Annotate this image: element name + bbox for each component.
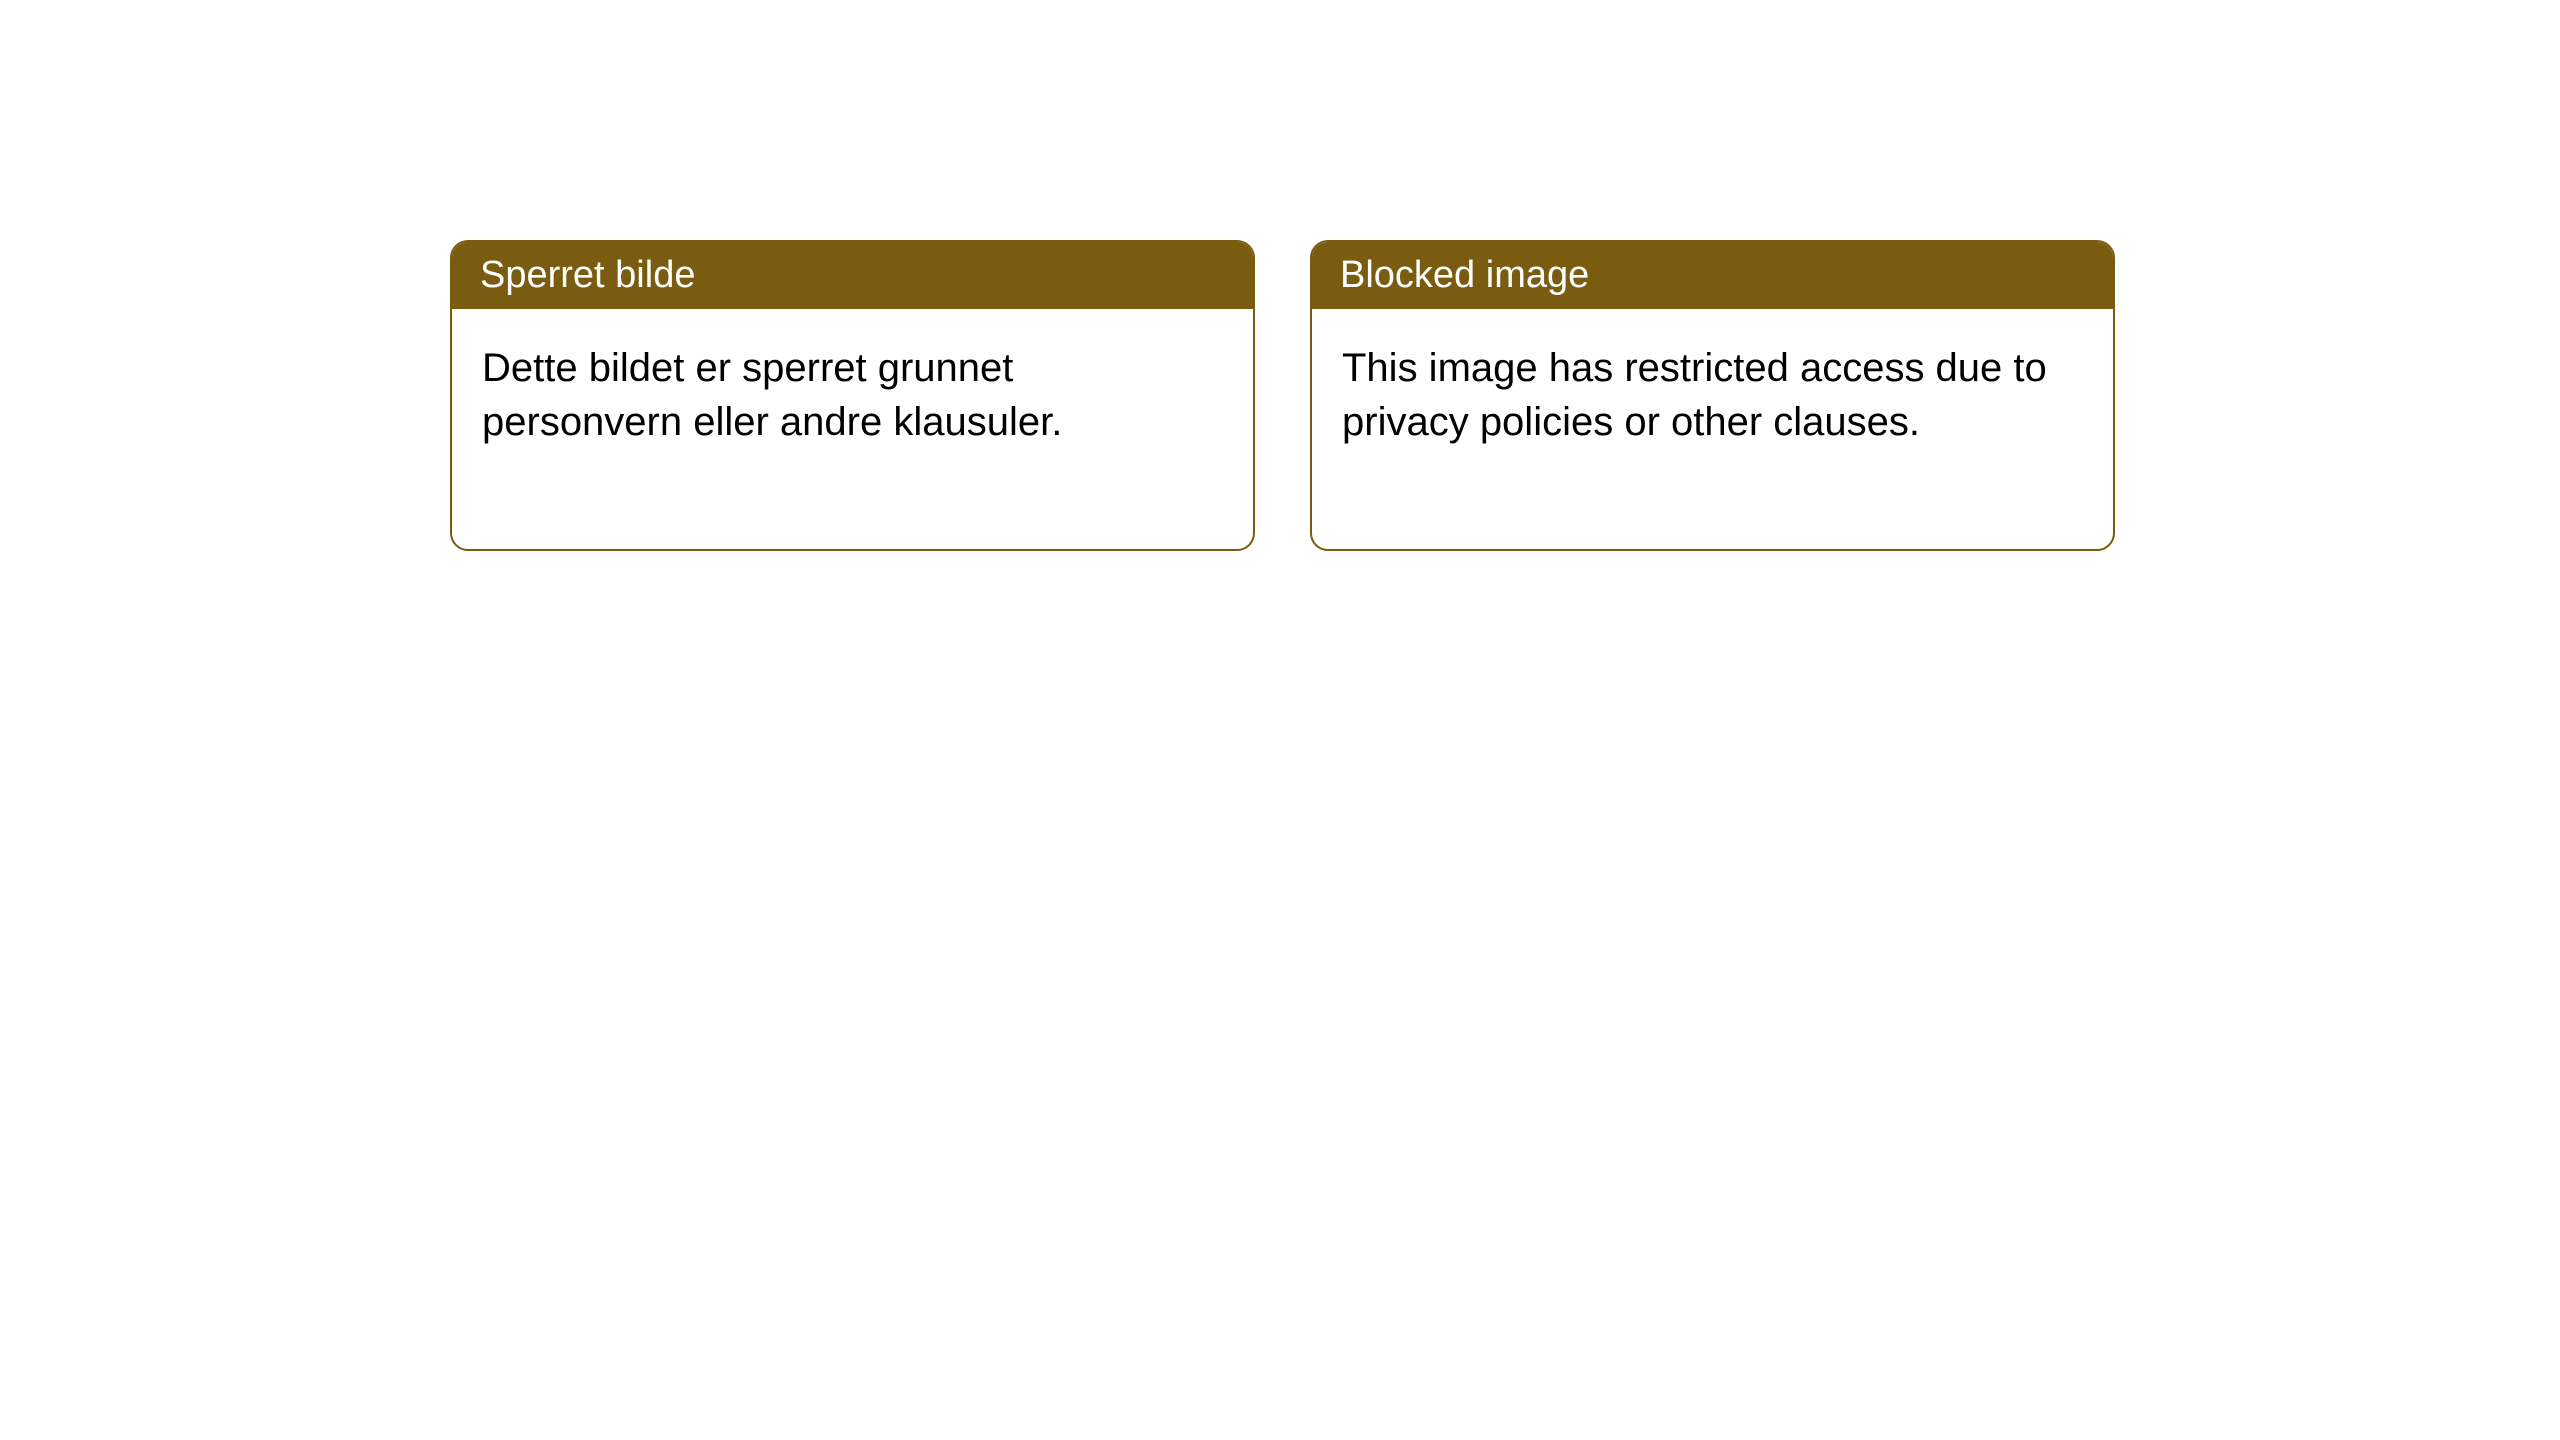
card-body-norwegian: Dette bildet er sperret grunnet personve…	[452, 309, 1253, 549]
card-header-english: Blocked image	[1312, 242, 2113, 309]
blocked-image-card-english: Blocked image This image has restricted …	[1310, 240, 2115, 551]
card-body-english: This image has restricted access due to …	[1312, 309, 2113, 549]
blocked-image-card-norwegian: Sperret bilde Dette bildet er sperret gr…	[450, 240, 1255, 551]
cards-container: Sperret bilde Dette bildet er sperret gr…	[450, 240, 2115, 551]
card-header-norwegian: Sperret bilde	[452, 242, 1253, 309]
